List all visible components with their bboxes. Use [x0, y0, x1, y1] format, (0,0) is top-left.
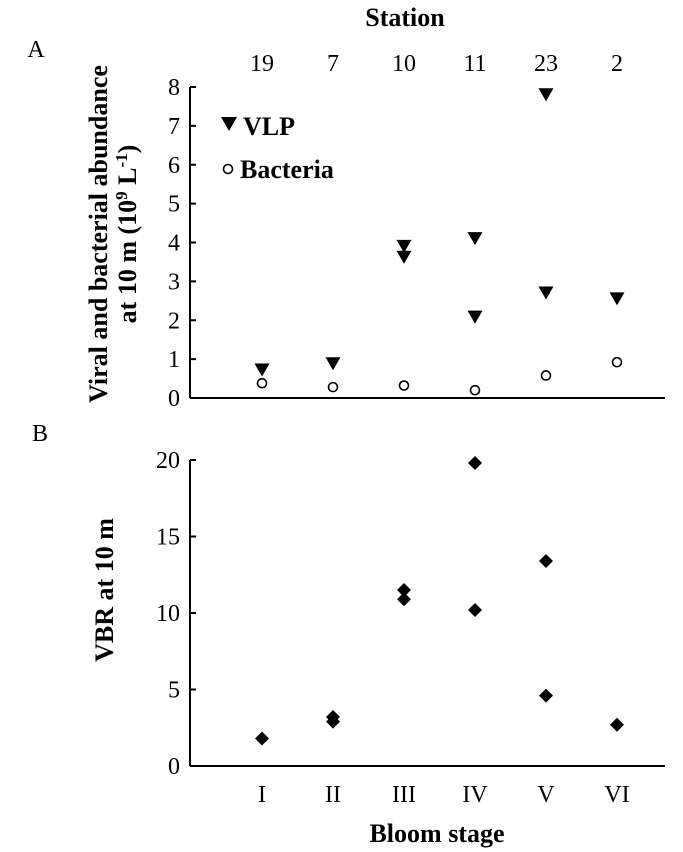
bacteria-point: [469, 384, 481, 396]
vbr-point: [468, 602, 482, 617]
vbr-point: [397, 592, 411, 607]
panel-b-ylabel: VBR at 10 m: [90, 518, 119, 662]
bacteria-point: [540, 370, 552, 381]
y-tick-label-b: 20: [156, 448, 180, 474]
y-tick-label-a: 6: [168, 153, 180, 179]
y-tick-label-a: 2: [168, 308, 180, 334]
bloom-stage-tick-label: IV: [462, 782, 488, 808]
bacteria-point: [398, 380, 410, 391]
legend-item-bacteria: Bacteria: [222, 155, 334, 184]
station-tick-label: 7: [327, 51, 339, 77]
legend-bacteria-marker: [222, 163, 234, 175]
bloom-stage-tick-label: II: [325, 782, 341, 808]
ylabel-line2-sup: 9: [112, 191, 131, 200]
bacteria-point: [611, 356, 623, 368]
y-tick-label-a: 5: [168, 192, 180, 218]
panel-a-ylabel-line1: Viral and bacterial abundance: [84, 65, 113, 403]
vlp-point: [538, 286, 554, 300]
vlp-point: [467, 232, 483, 246]
vbr-point: [468, 456, 482, 471]
panel-a-label: A: [27, 37, 45, 63]
vlp-point: [396, 250, 412, 264]
panel-b-label: B: [32, 421, 48, 447]
bloom-stage-tick-label: III: [392, 782, 416, 808]
bacteria-point: [327, 381, 339, 393]
vbr-point: [539, 688, 553, 703]
bloom-stage-tick-label: VI: [604, 782, 629, 808]
vlp-point: [396, 239, 412, 253]
vbr-point: [610, 717, 624, 732]
y-tick-label-b: 5: [168, 678, 180, 704]
top-axis-title: Station: [365, 3, 445, 32]
legend-item-vlp: VLP: [221, 112, 295, 141]
panel-b-axes: [189, 460, 665, 767]
station-tick-label: 19: [250, 51, 274, 77]
y-tick-label-a: 1: [168, 347, 180, 373]
vlp-point: [467, 310, 483, 324]
ylabel-line2-part1: at 10 m (10: [113, 200, 142, 323]
x-axis-title: Bloom stage: [369, 819, 504, 848]
vbr-point: [397, 583, 411, 598]
legend-bacteria-label: Bacteria: [240, 155, 334, 184]
legend-vlp-label: VLP: [243, 112, 295, 141]
panel-a-ylabel-line2: at 10 m (109 L-1): [112, 145, 142, 324]
y-tick-label-b: 0: [168, 754, 180, 780]
bloom-stage-tick-label: V: [537, 782, 555, 808]
legend-vlp-marker: [221, 117, 237, 131]
ylabel-line2-part2: L: [113, 168, 142, 192]
y-tick-label-b: 10: [156, 601, 180, 627]
vlp-point: [609, 292, 625, 306]
station-tick-label: 11: [463, 51, 486, 77]
vlp-point: [538, 88, 554, 102]
station-tick-label: 2: [611, 51, 623, 77]
y-tick-label-a: 3: [168, 269, 180, 295]
y-tick-label-a: 7: [168, 114, 180, 140]
vbr-point: [326, 710, 340, 725]
bacteria-point: [256, 377, 268, 389]
vlp-point: [254, 363, 270, 377]
station-tick-label: 10: [392, 51, 416, 77]
vbr-point: [255, 731, 269, 746]
y-tick-label-a: 8: [168, 75, 180, 101]
y-tick-label-a: 4: [168, 231, 180, 257]
y-tick-label-b: 15: [156, 525, 180, 551]
ylabel-line2-sup2: -1: [112, 153, 131, 167]
y-tick-label-a: 0: [168, 386, 180, 412]
bloom-stage-tick-label: I: [258, 782, 266, 808]
station-tick-label: 23: [534, 51, 558, 77]
legend: VLP Bacteria: [221, 112, 334, 184]
vbr-point: [539, 553, 553, 568]
ylabel-line2-part3: ): [113, 145, 142, 154]
vlp-point: [325, 357, 341, 371]
